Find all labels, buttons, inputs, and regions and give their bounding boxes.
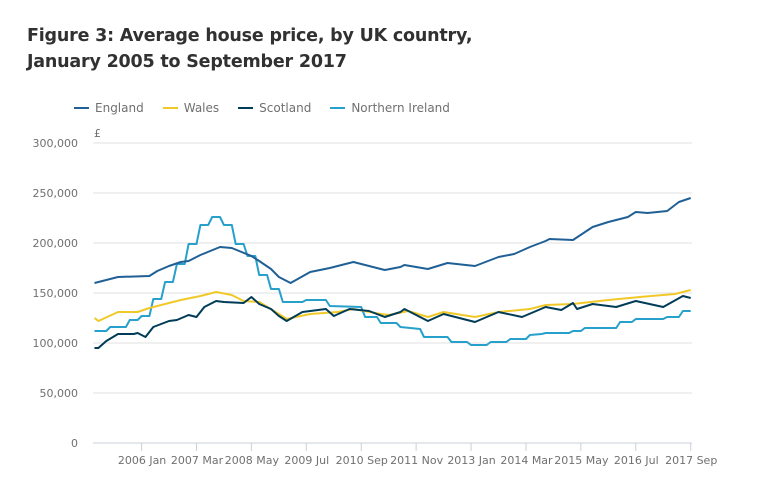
legend-label: Scotland bbox=[259, 101, 312, 115]
legend-item-wales[interactable]: Wales bbox=[162, 101, 220, 115]
y-unit-label: £ bbox=[94, 127, 101, 140]
x-tick-label: 2014 Mar bbox=[500, 454, 553, 467]
x-tick-label: 2013 Jan bbox=[447, 454, 495, 467]
series-line-scotland bbox=[94, 295, 691, 349]
y-tick-label: 200,000 bbox=[33, 237, 79, 250]
legend-label: England bbox=[95, 101, 144, 115]
x-tick-label: 2017 Sep bbox=[665, 454, 717, 467]
y-axis: 0 50,000 100,000 150,000 200,000 250,000 300,0… bbox=[33, 137, 79, 450]
gridlines bbox=[93, 142, 692, 444]
y-tick-label: 0 bbox=[71, 437, 78, 450]
series-line-northern-ireland bbox=[94, 216, 691, 346]
y-tick-label: 150,000 bbox=[33, 287, 79, 300]
legend: England Wales Scotland Northern Ireland bbox=[74, 101, 469, 115]
series-line-wales bbox=[93, 289, 691, 322]
legend-swatch bbox=[74, 107, 89, 109]
x-tick-label: 2015 May bbox=[554, 454, 609, 467]
y-tick-label: 50,000 bbox=[40, 387, 79, 400]
legend-item-england[interactable]: England bbox=[74, 101, 144, 115]
y-tick-label: 300,000 bbox=[33, 137, 79, 150]
legend-item-scotland[interactable]: Scotland bbox=[238, 101, 311, 115]
x-tick-label: 2007 Mar bbox=[171, 454, 224, 467]
x-axis: 2006 Jan 2007 Mar 2008 May 2009 Jul 2010 Sep… bbox=[118, 443, 717, 467]
x-tick-label: 2006 Jan bbox=[118, 454, 166, 467]
legend-swatch bbox=[330, 107, 346, 109]
chart-title: Figure 3: Average house price, by UK cou… bbox=[27, 26, 473, 72]
y-tick-label: 250,000 bbox=[33, 187, 79, 200]
legend-label: Northern Ireland bbox=[351, 101, 450, 115]
legend-label: Wales bbox=[183, 101, 220, 115]
x-tick-label: 2008 May bbox=[225, 454, 280, 467]
x-tick-label: 2010 Sep bbox=[336, 454, 388, 467]
y-tick-label: 100,000 bbox=[33, 337, 79, 350]
series-line-england bbox=[94, 197, 692, 284]
legend-item-northern-ireland[interactable]: Northern Ireland bbox=[330, 101, 450, 115]
legend-swatch bbox=[238, 107, 254, 109]
x-tick-label: 2016 Jul bbox=[614, 454, 659, 467]
legend-swatch bbox=[162, 107, 178, 109]
x-tick-label: 2009 Jul bbox=[284, 454, 329, 467]
series-lines bbox=[93, 197, 692, 349]
x-tick-label: 2011 Nov bbox=[390, 454, 443, 467]
